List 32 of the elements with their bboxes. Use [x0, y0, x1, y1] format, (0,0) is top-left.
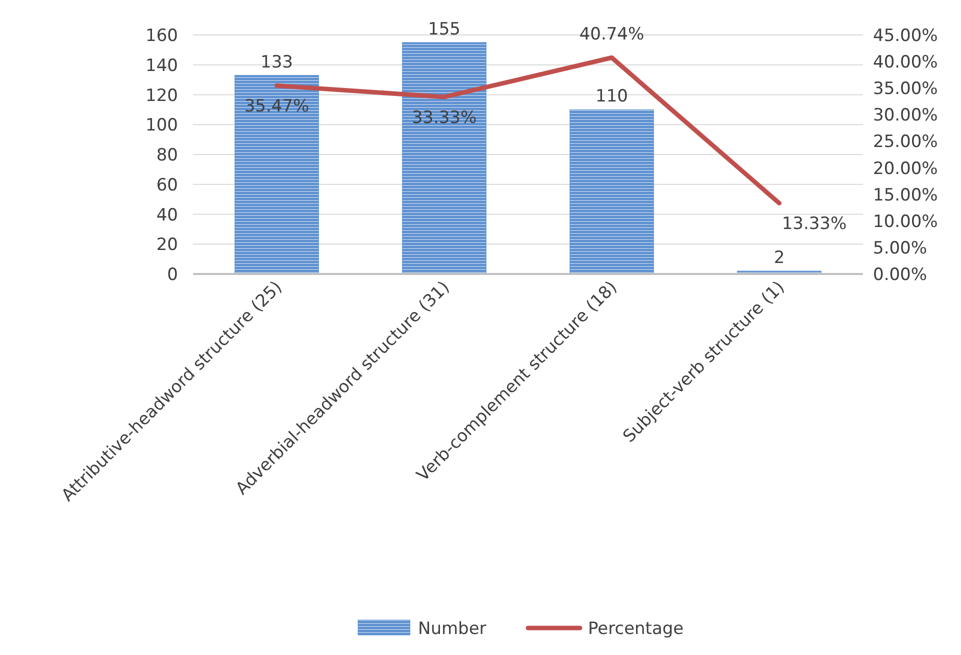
y-tick-label: 60 [156, 175, 178, 196]
y2-tick-label: 15.00% [873, 185, 938, 206]
legend-label: Number [418, 619, 486, 639]
y-tick-label: 100 [146, 116, 178, 136]
bar [570, 109, 654, 274]
y2-tick-label: 0.00% [873, 265, 928, 285]
data-label: 2 [774, 248, 785, 268]
y2-tick-label: 45.00% [873, 26, 938, 46]
y-tick-label: 80 [156, 146, 178, 166]
y2-tick-label: 10.00% [873, 212, 938, 232]
y-tick-label: 20 [156, 235, 178, 256]
data-label: 33.33% [412, 108, 477, 128]
y-tick-label: 120 [146, 86, 178, 106]
y2-tick-label: 40.00% [873, 52, 938, 73]
bar [402, 42, 486, 274]
y-tick-label: 0 [167, 265, 178, 285]
data-label: 40.74% [579, 24, 644, 45]
y2-tick-label: 20.00% [873, 158, 938, 179]
data-label: 35.47% [244, 96, 310, 117]
legend-label: Percentage [588, 619, 684, 639]
y-tick-label: 160 [146, 26, 178, 46]
y2-tick-label: 35.00% [873, 79, 938, 100]
y-tick-label: 40 [156, 205, 178, 226]
y2-tick-label: 25.00% [873, 132, 938, 152]
bar [234, 75, 319, 274]
y2-tick-label: 30.00% [873, 106, 938, 126]
data-label: 13.33% [782, 214, 847, 234]
y2-tick-label: 5.00% [873, 238, 928, 258]
y-tick-label: 140 [146, 56, 178, 76]
data-label: 110 [596, 86, 628, 107]
data-label: 133 [260, 52, 293, 72]
data-label: 155 [428, 19, 460, 40]
